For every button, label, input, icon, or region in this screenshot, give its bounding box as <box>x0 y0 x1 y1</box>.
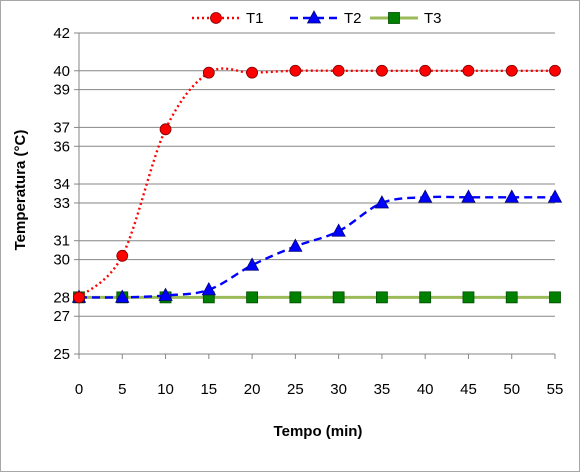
series-t1 <box>73 64 561 304</box>
x-tick-label: 10 <box>157 381 174 398</box>
data-point <box>332 291 345 304</box>
data-point <box>331 223 346 237</box>
data-point <box>158 287 173 301</box>
data-point <box>462 64 475 77</box>
y-tick-label: 34 <box>53 176 70 193</box>
axes <box>78 33 555 355</box>
legend-label: T1 <box>246 10 264 27</box>
data-point <box>505 291 518 304</box>
data-point <box>115 289 130 303</box>
legend-item-t3: T3 <box>370 10 442 27</box>
y-tick-label: 25 <box>53 346 70 363</box>
y-tick-label: 33 <box>53 195 70 212</box>
legend-marker <box>388 12 400 24</box>
data-point <box>201 281 216 296</box>
data-point <box>504 189 519 203</box>
y-tick-label: 37 <box>53 119 70 136</box>
data-point <box>549 64 561 77</box>
gridlines <box>79 32 555 355</box>
x-tick-label: 35 <box>374 381 391 398</box>
data-point <box>376 64 388 77</box>
x-tick-label: 50 <box>503 381 520 398</box>
y-tick-label: 27 <box>53 308 70 325</box>
legend-label: T3 <box>424 10 442 27</box>
legend-item-t1: T1 <box>192 10 264 27</box>
data-point <box>246 291 258 304</box>
y-tick-label: 39 <box>53 82 70 99</box>
legend-marker <box>306 10 322 24</box>
legend-item-t2: T2 <box>290 10 362 27</box>
data-point <box>374 195 390 209</box>
data-point <box>288 238 303 252</box>
data-point <box>244 257 260 271</box>
x-tick-label: 15 <box>200 381 217 398</box>
data-point <box>376 291 388 304</box>
y-tick-label: 30 <box>53 252 70 269</box>
data-point <box>461 189 476 203</box>
data-point <box>505 64 518 77</box>
data-point <box>419 64 432 77</box>
data-point <box>246 66 258 79</box>
data-point <box>547 189 563 203</box>
data-point <box>462 291 475 304</box>
x-tick-label: 55 <box>547 381 564 398</box>
y-tick-label: 28 <box>53 289 70 306</box>
data-point <box>419 291 432 304</box>
series-layer <box>71 64 563 304</box>
data-point <box>418 189 433 203</box>
y-tick-label: 31 <box>53 233 70 250</box>
y-axis-title: Temperatura (°C) <box>12 130 29 251</box>
series-line <box>78 195 555 299</box>
x-axis-title: Tempo (min) <box>274 423 363 440</box>
x-tick-label: 45 <box>460 381 477 398</box>
data-point <box>116 249 129 262</box>
data-point <box>549 291 561 304</box>
legend-label: T2 <box>344 10 362 27</box>
data-point <box>202 66 215 79</box>
x-tick-label: 0 <box>75 381 83 398</box>
y-axis-ticks: 25 27 28 30 31 33 34 36 37 39 40 42 <box>53 25 79 363</box>
data-point <box>159 123 172 136</box>
data-point <box>289 291 302 304</box>
data-point <box>289 64 302 77</box>
data-point <box>73 291 85 304</box>
data-point <box>332 64 345 77</box>
y-tick-label: 42 <box>53 25 70 42</box>
x-tick-label: 40 <box>417 381 434 398</box>
y-tick-label: 36 <box>53 138 70 155</box>
x-tick-label: 5 <box>118 381 126 398</box>
y-tick-label: 40 <box>53 63 70 80</box>
x-tick-label: 20 <box>244 381 261 398</box>
legend: T1 T2 T3 <box>192 10 442 27</box>
x-axis-ticks: 0 5 10 15 20 25 30 35 40 45 50 55 <box>75 354 564 398</box>
series-line <box>78 67 555 299</box>
legend-marker <box>210 12 222 24</box>
x-tick-label: 30 <box>330 381 347 398</box>
x-tick-label: 25 <box>287 381 304 398</box>
series-t2 <box>71 189 563 303</box>
